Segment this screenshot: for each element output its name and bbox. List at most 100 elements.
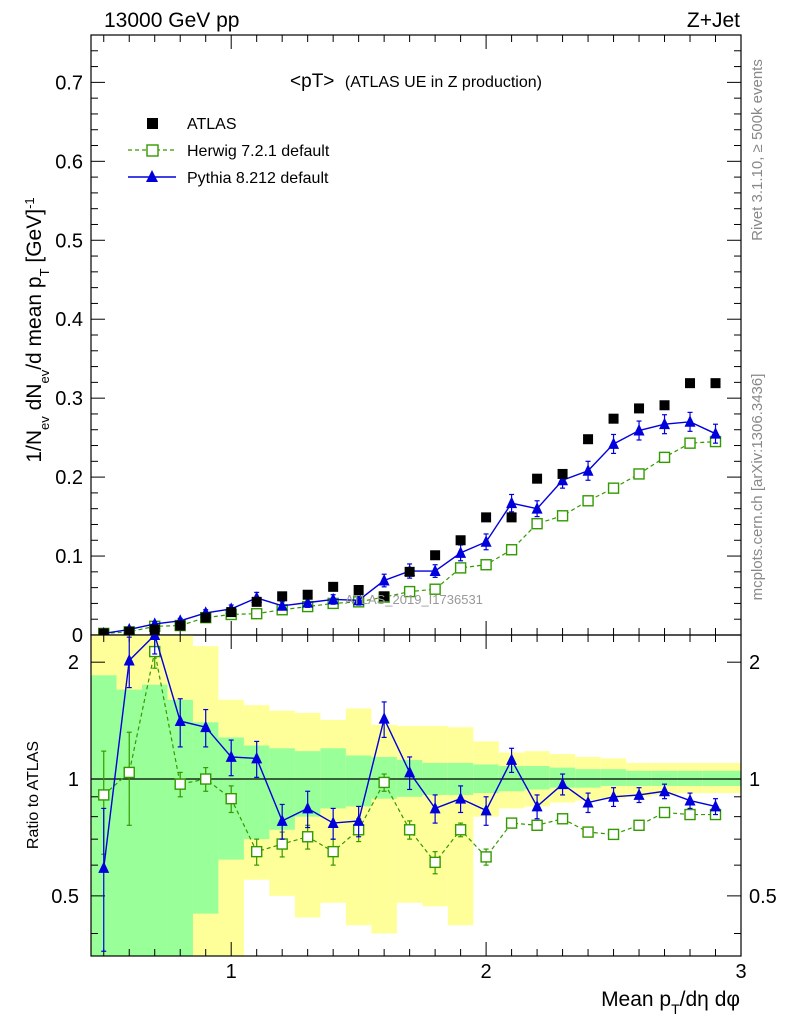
atlas-point (98, 628, 109, 639)
pythia-point (684, 415, 696, 427)
ratio-pythia-point (378, 712, 390, 724)
herwig-point (684, 437, 696, 449)
ratio-pythia-point (455, 792, 467, 804)
ratio-pythia-point (225, 750, 237, 762)
ratio-herwig-point (480, 851, 492, 863)
herwig-point (454, 562, 467, 574)
pythia-point (633, 423, 645, 436)
atlas-point (685, 378, 696, 389)
herwig-point (403, 585, 416, 598)
main-panel: 0 0.1 0.2 0.3 0.4 0.5 0.6 0.7 (55, 34, 742, 647)
atlas-point (124, 626, 135, 637)
chart-title-main: <pT> (290, 71, 334, 92)
atlas-point (430, 550, 441, 561)
ratio-pythia-point (608, 790, 620, 802)
legend: ATLAS Herwig 7.2.1 default Pythia 8.212 … (128, 116, 330, 187)
atlas-point (404, 566, 415, 577)
ratio-herwig-point (200, 773, 212, 785)
main-y-tick-label: 0.6 (55, 151, 83, 173)
stat-uncertainty-band (320, 748, 346, 809)
atlas-point (353, 585, 364, 595)
pythia-point (659, 417, 671, 430)
ratio-pythia-point (480, 803, 492, 816)
atlas-point (710, 378, 721, 389)
ratio-herwig-point (174, 778, 186, 790)
pythia-point (378, 573, 390, 586)
ratio-herwig-point (429, 856, 441, 869)
x-tick-label: 1 (226, 961, 237, 983)
ratio-pythia-point (659, 784, 671, 797)
atlas-point (226, 607, 237, 618)
main-ylabel: 1/Nev dNev/d mean pT [GeV]-1 (22, 197, 52, 462)
atlas-point (175, 620, 186, 631)
ratio-pythia-point (531, 799, 543, 812)
herwig-point (556, 510, 569, 522)
main-y-tick-label: 0.7 (55, 72, 83, 94)
ratio-series-group (98, 635, 722, 952)
legend-label-herwig: Herwig 7.2.1 default (187, 143, 330, 160)
ratio-herwig-point (582, 826, 594, 838)
stat-uncertainty-band (702, 770, 741, 786)
legend-marker-atlas (147, 118, 158, 129)
stat-uncertainty-band (600, 769, 627, 786)
ratio-y-tick-label: 1 (68, 769, 79, 791)
atlas-point (277, 591, 288, 602)
ratio-herwig-point (658, 806, 671, 819)
pythia-point (276, 599, 288, 611)
ratio-pythia-point (327, 816, 339, 829)
ratio-herwig-point (633, 819, 645, 831)
ratio-pythia-point (123, 653, 135, 666)
ratio-y-tick-label: 2 (68, 652, 79, 674)
atlas-point (481, 512, 492, 523)
ratio-y-tick-label-right: 2 (749, 652, 760, 674)
main-y-tick-label: 0.5 (55, 230, 83, 252)
herwig-point (531, 517, 543, 530)
x-axis-label: Mean pT/dη dφ (601, 988, 740, 1017)
ratio-ylabel: Ratio to ATLAS (25, 741, 42, 849)
ratio-y-tick-label: 0.5 (51, 886, 79, 908)
main-y-tick-label: 0 (72, 625, 83, 647)
ratio-pythia-point (684, 793, 696, 806)
pythia-point (327, 592, 339, 605)
ratio-herwig-point (250, 845, 263, 858)
stat-uncertainty-band (345, 755, 372, 807)
herwig-point (429, 583, 441, 595)
legend-label-pythia: Pythia 8.212 default (187, 170, 329, 187)
ratio-pythia-point (174, 714, 186, 727)
stat-uncertainty-band (626, 770, 652, 786)
stat-uncertainty-band (524, 766, 550, 790)
ratio-pythia-point (98, 861, 110, 873)
pythia-point (582, 464, 594, 476)
ratio-herwig-point (531, 819, 543, 831)
chart-title: <pT> (ATLAS UE in Z production) (290, 71, 542, 92)
ratio-pythia-point (710, 799, 722, 812)
ratio-pythia-point (582, 795, 594, 808)
ratio-herwig-point (378, 776, 390, 789)
herwig-point (658, 451, 671, 464)
ratio-pythia-point (404, 765, 416, 778)
ratio-herwig-point (607, 828, 620, 841)
mcplots-label: mcplots.cern.ch [arXiv:1306.3436] (749, 374, 766, 601)
main-y-tick-label: 0.4 (55, 309, 83, 331)
atlas-point (149, 624, 160, 635)
stat-uncertainty-band (677, 770, 703, 786)
stat-uncertainty-band (651, 770, 678, 786)
ratio-herwig-point (327, 845, 339, 858)
main-y-tick-label: 0.3 (55, 388, 83, 410)
header-right: Z+Jet (687, 9, 740, 32)
pythia-point (557, 473, 569, 486)
pythia-point (480, 535, 492, 547)
ratio-herwig-point (684, 808, 696, 821)
atlas-point (455, 535, 466, 546)
ratio-pythia-point (302, 801, 314, 814)
stat-uncertainty-band (192, 722, 219, 914)
pythia-point (608, 437, 620, 449)
ratio-pythia-point (429, 801, 441, 814)
ratio-herwig-point (505, 817, 518, 829)
ratio-pythia-point (149, 635, 161, 640)
chart-title-sub: (ATLAS UE in Z production) (345, 74, 542, 91)
ratio-herwig-point (98, 789, 110, 801)
ratio-pythia-point (633, 788, 645, 800)
ratio-pythia-point (276, 814, 288, 826)
pythia-point (455, 546, 467, 558)
